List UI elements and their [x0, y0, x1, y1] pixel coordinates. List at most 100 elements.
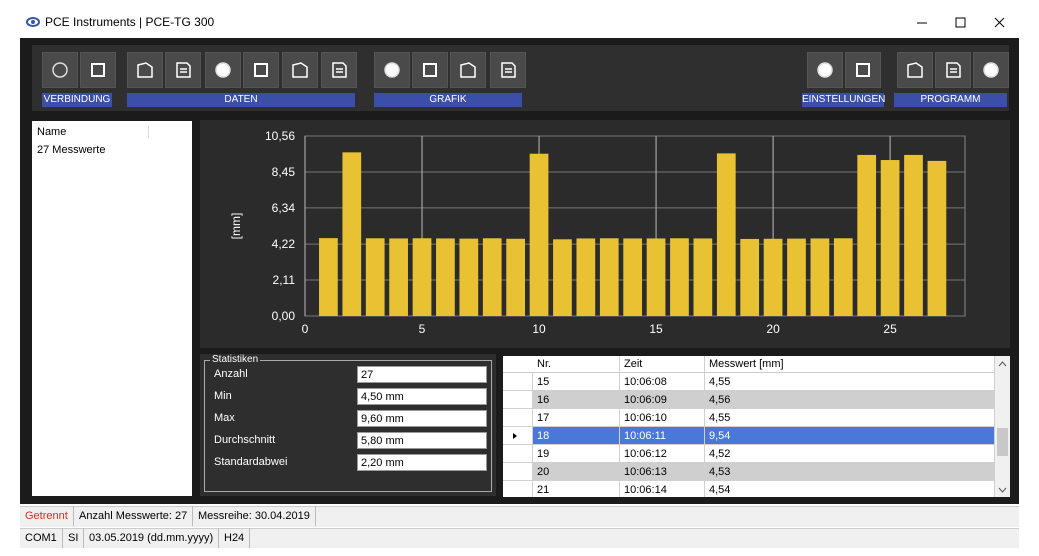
status-item: COM1	[20, 528, 63, 548]
icon-shape	[983, 62, 999, 78]
row-pointer	[513, 433, 517, 439]
icon-shape	[254, 63, 268, 77]
y-tick-label: 4,22	[272, 237, 296, 251]
toolbar-button[interactable]	[935, 52, 971, 88]
table-cell: 10:06:13	[620, 463, 705, 480]
icon-shape	[332, 62, 347, 78]
table-row[interactable]: 16 10:06:09 4,56	[503, 391, 995, 409]
toolbar-button[interactable]	[374, 52, 410, 88]
table-cell: 4,55	[705, 373, 995, 390]
button-icon	[817, 62, 833, 78]
table-cell: 19	[533, 445, 620, 462]
group-title: Statistiken	[210, 354, 261, 365]
bar	[599, 238, 619, 316]
toolbar-button[interactable]	[450, 52, 486, 88]
window-controls[interactable]	[905, 10, 1025, 34]
button-icon	[384, 62, 400, 78]
bar	[436, 238, 455, 316]
row-header	[503, 391, 533, 408]
toolbar-button[interactable]	[490, 52, 526, 88]
toolbar-button[interactable]	[412, 52, 448, 88]
table-row[interactable]: 15 10:06:08 4,55	[503, 373, 995, 391]
status-bar: COM1 SI 03.05.2019 (dd.mm.yyyy) H24	[20, 528, 1019, 548]
stat-label: Max	[214, 412, 235, 424]
column-header[interactable]: Messwert [mm]	[705, 356, 995, 372]
list-item[interactable]: 27 Messwerte	[37, 144, 106, 156]
toolbar-button[interactable]	[80, 52, 116, 88]
icon-shape	[137, 62, 153, 78]
toolbar-group-label: PROGRAMM	[894, 93, 1007, 107]
table-row[interactable]: 21 10:06:14 4,54	[503, 481, 995, 497]
table-cell: 15	[533, 373, 620, 390]
list-header: Name	[37, 126, 149, 138]
toolbar-group-label: VERBINDUNG	[42, 93, 112, 107]
statistics-panel: Statistiken Anzahl 27 Min 4,50 mm Max 9,60 mm…	[200, 354, 496, 496]
row-header	[503, 481, 533, 497]
toolbar-button[interactable]	[807, 52, 843, 88]
icon-shape	[215, 62, 231, 78]
x-tick-label: 25	[883, 322, 897, 336]
stat-value: 4,50 mm	[357, 388, 487, 405]
table-cell: 21	[533, 481, 620, 497]
y-tick-label: 6,34	[272, 201, 296, 215]
column-header[interactable]: Zeit	[620, 356, 705, 372]
row-header	[503, 463, 533, 480]
table-cell: 20	[533, 463, 620, 480]
icon-shape	[817, 62, 833, 78]
toolbar-button[interactable]	[282, 52, 318, 88]
stat-value: 2,20 mm	[357, 454, 487, 471]
table-row[interactable]: 19 10:06:12 4,52	[503, 445, 995, 463]
icon-shape	[460, 62, 476, 78]
y-axis-label: [mm]	[229, 213, 243, 240]
stat-value: 5,80 mm	[357, 432, 487, 449]
icon-shape	[856, 63, 870, 77]
table-row[interactable]: 17 10:06:10 4,55	[503, 409, 995, 427]
button-icon	[460, 62, 476, 78]
column-header[interactable]: Nr.	[533, 356, 620, 372]
bar	[623, 238, 643, 316]
button-icon	[254, 63, 268, 77]
x-tick-label: 10	[532, 322, 546, 336]
toolbar-button[interactable]	[127, 52, 163, 88]
toolbar-button[interactable]	[973, 52, 1009, 88]
row-header	[503, 445, 533, 462]
toolbar-group-label: GRAFIK	[374, 93, 522, 107]
measurement-list: Name 27 Messwerte	[32, 121, 192, 496]
chart: [mm] 0,00 2,11 4,22 6,34 8,45 10,56 0 5 10 15 20 25	[200, 120, 1010, 348]
app-icon	[26, 17, 40, 27]
button-icon	[501, 62, 516, 78]
button-icon	[176, 62, 191, 78]
toolbar-button[interactable]	[243, 52, 279, 88]
bar	[810, 238, 830, 316]
icon-shape	[907, 62, 923, 78]
icon-shape	[91, 63, 105, 77]
stat-label: Standardabwei	[214, 456, 288, 468]
icon-shape	[946, 62, 961, 78]
bar	[389, 238, 408, 316]
toolbar-button[interactable]	[897, 52, 933, 88]
table-cell: 4,53	[705, 463, 995, 480]
toolbar-button[interactable]	[205, 52, 241, 88]
button-icon	[91, 63, 105, 77]
y-tick-label: 2,11	[273, 273, 296, 287]
toolbar-button[interactable]	[845, 52, 881, 88]
bar	[646, 238, 666, 316]
toolbar-button[interactable]	[42, 52, 78, 88]
table-cell: 10:06:10	[620, 409, 705, 426]
stat-value: 27	[357, 366, 487, 383]
toolbar-button[interactable]	[165, 52, 201, 88]
toolbar-button[interactable]	[321, 52, 357, 88]
bar	[553, 239, 572, 316]
table-row[interactable]: 20 10:06:13 4,53	[503, 463, 995, 481]
table-cell: 10:06:12	[620, 445, 705, 462]
bar	[319, 238, 338, 316]
table-row[interactable]: 18 10:06:11 9,54	[503, 427, 995, 445]
x-tick-label: 15	[649, 322, 663, 336]
bar	[506, 238, 525, 316]
bar	[927, 160, 947, 316]
bar	[482, 238, 502, 316]
bar	[857, 154, 877, 316]
scrollbar[interactable]	[995, 356, 1010, 497]
status-item: H24	[219, 528, 251, 548]
